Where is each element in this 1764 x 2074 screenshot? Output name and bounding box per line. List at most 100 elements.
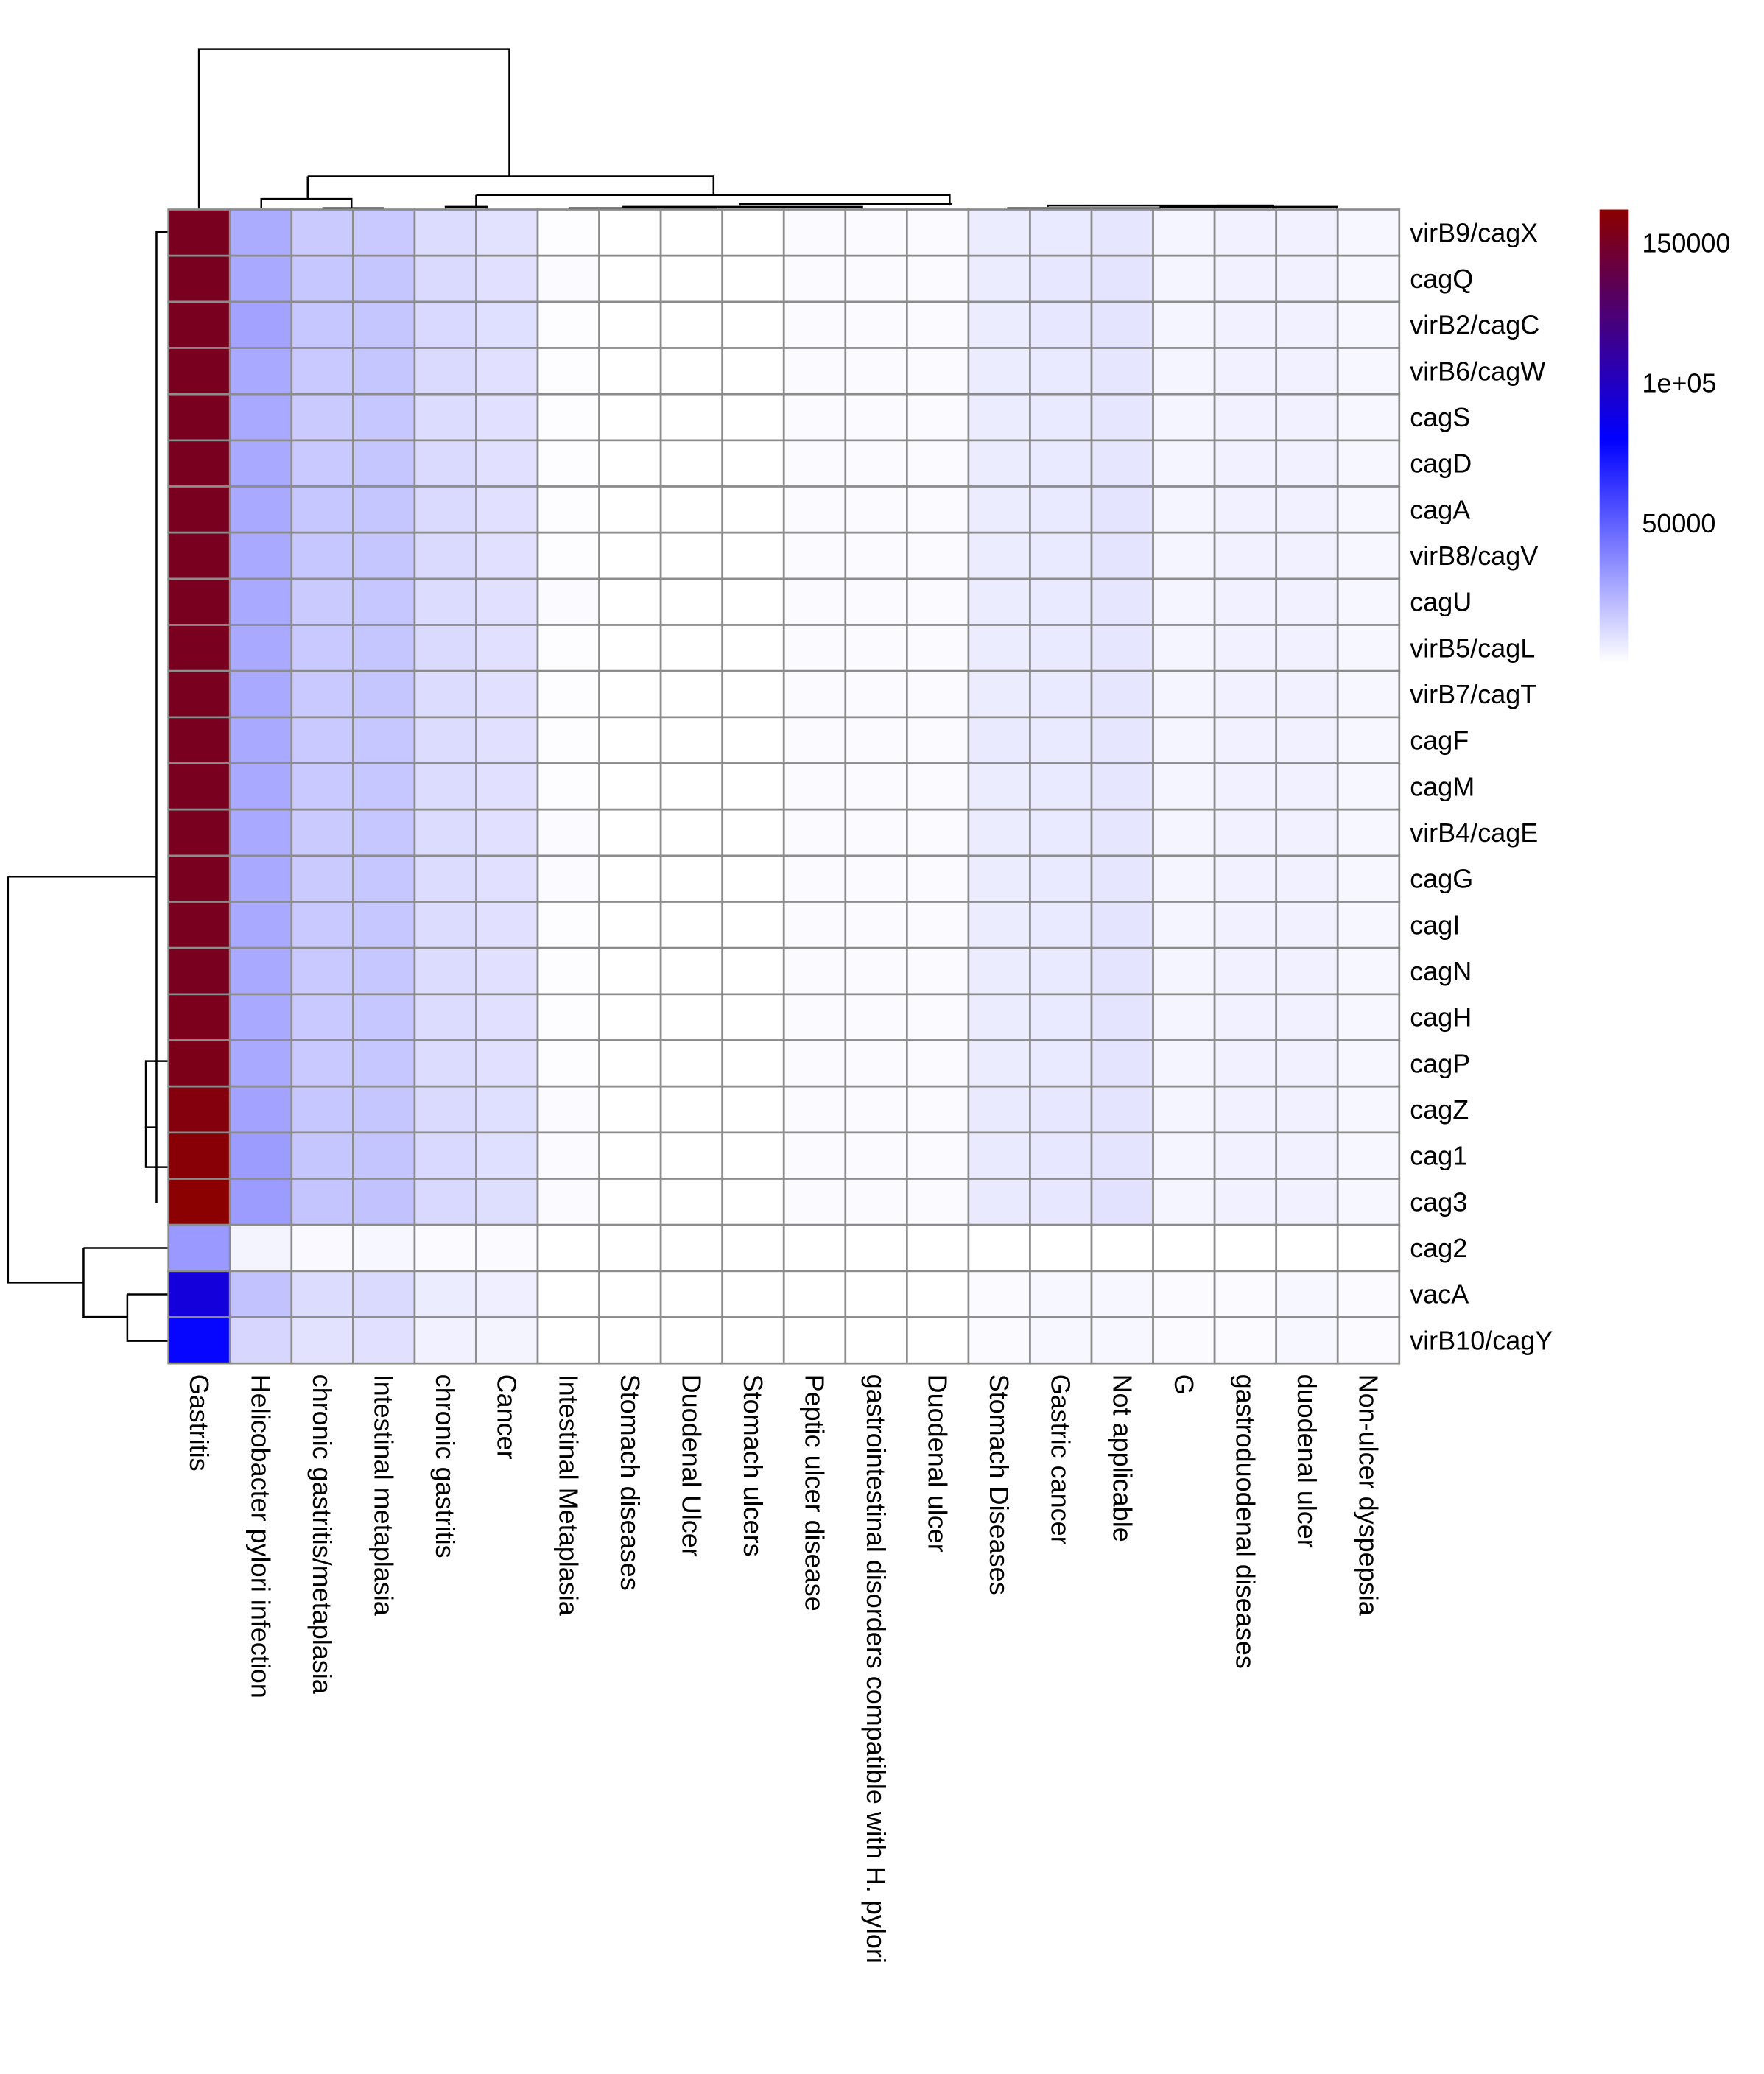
heatmap-cell	[967, 1039, 1031, 1088]
heatmap-cell	[659, 993, 724, 1041]
heatmap-cell	[1275, 1270, 1339, 1318]
heatmap-cell	[659, 1223, 724, 1273]
heatmap-cell	[844, 300, 908, 349]
heatmap-cell	[844, 1223, 908, 1273]
heatmap-cell	[598, 762, 662, 811]
heatmap-cell	[782, 439, 847, 488]
heatmap-cell	[1090, 624, 1154, 672]
heatmap-cell	[906, 854, 970, 903]
heatmap-cell	[1275, 1316, 1339, 1365]
heatmap-cell	[844, 531, 908, 580]
heatmap-cell	[475, 1039, 539, 1088]
row-label: cag1	[1410, 1141, 1467, 1171]
heatmap-cell	[1090, 393, 1154, 442]
heatmap-cell	[413, 1178, 477, 1226]
heatmap-cell	[659, 347, 724, 396]
heatmap-cell	[290, 624, 354, 672]
heatmap-cell	[721, 1178, 785, 1226]
heatmap-cell	[1213, 716, 1278, 764]
heatmap-cell	[1275, 1039, 1339, 1088]
heatmap-cell	[413, 1039, 477, 1088]
heatmap-cell	[721, 716, 785, 764]
heatmap-cell	[967, 208, 1031, 257]
heatmap-cell	[413, 485, 477, 534]
heatmap-cell	[290, 854, 354, 903]
heatmap-cell	[1213, 485, 1278, 534]
heatmap-cell	[1152, 439, 1216, 488]
heatmap-cell	[1213, 946, 1278, 996]
heatmap-cell	[598, 1039, 662, 1088]
heatmap-cell	[598, 669, 662, 719]
heatmap-cell	[1152, 901, 1216, 949]
heatmap-cell	[1213, 1270, 1278, 1318]
heatmap-cell	[782, 1316, 847, 1365]
row-label: cagD	[1410, 449, 1472, 479]
heatmap-cell	[228, 669, 293, 719]
heatmap-cell	[1029, 901, 1093, 949]
heatmap-cell	[598, 808, 662, 857]
heatmap-cell	[1213, 854, 1278, 903]
column-label: Helicobacter pylori infection	[246, 1374, 276, 1698]
heatmap-cell	[413, 300, 477, 349]
row-label: cagI	[1410, 910, 1460, 940]
heatmap-cell	[659, 531, 724, 580]
heatmap-cell	[782, 208, 847, 257]
heatmap-cell	[721, 300, 785, 349]
heatmap-cell	[967, 1223, 1031, 1273]
column-label: Duodenal Ulcer	[676, 1374, 706, 1557]
heatmap-cell	[536, 1039, 600, 1088]
heatmap-cell	[1213, 1039, 1278, 1088]
heatmap-cell	[413, 531, 477, 580]
heatmap-cell	[352, 1316, 416, 1365]
heatmap-cell	[659, 946, 724, 996]
heatmap-cell	[906, 1039, 970, 1088]
heatmap-cell	[659, 1131, 724, 1180]
heatmap-cell	[1275, 254, 1339, 303]
heatmap-cell	[1336, 393, 1401, 442]
heatmap-cell	[1213, 393, 1278, 442]
heatmap-cell	[721, 669, 785, 719]
heatmap-cell	[967, 762, 1031, 811]
heatmap-cell	[1152, 393, 1216, 442]
dendrogram-branch	[622, 205, 863, 210]
row-label: virB5/cagL	[1410, 633, 1535, 663]
heatmap-cell	[721, 854, 785, 903]
heatmap-cell	[536, 624, 600, 672]
heatmap-cell	[659, 854, 724, 903]
heatmap-cell	[536, 669, 600, 719]
heatmap-cell	[1029, 1223, 1093, 1273]
heatmap-cell	[659, 1316, 724, 1365]
heatmap-cell	[659, 485, 724, 534]
heatmap-cell	[844, 993, 908, 1041]
row-label: cagU	[1410, 587, 1472, 617]
heatmap-cell	[782, 1085, 847, 1134]
heatmap-cell	[352, 808, 416, 857]
column-label: Intestinal Metaplasia	[553, 1374, 583, 1617]
heatmap-cell	[1275, 208, 1339, 257]
heatmap-cell	[475, 1270, 539, 1318]
heatmap-cell	[352, 393, 416, 442]
heatmap-cell	[1275, 347, 1339, 396]
heatmap-cell	[1090, 1316, 1154, 1365]
heatmap-cell	[1029, 485, 1093, 534]
heatmap-cell	[1152, 1131, 1216, 1180]
heatmap-cell	[413, 347, 477, 396]
row-label: cag3	[1410, 1187, 1467, 1217]
heatmap-cell	[844, 1039, 908, 1088]
heatmap-cell	[659, 808, 724, 857]
heatmap-cell	[906, 254, 970, 303]
heatmap-cell	[536, 1131, 600, 1180]
heatmap-cell	[475, 1085, 539, 1134]
heatmap-cell	[167, 531, 231, 580]
heatmap-cell	[598, 254, 662, 303]
heatmap-cell	[906, 1270, 970, 1318]
column-label: Duodenal ulcer	[923, 1374, 953, 1553]
heatmap-cell	[413, 716, 477, 764]
dendrogram-branch	[7, 876, 84, 1284]
heatmap-cell	[228, 946, 293, 996]
dendrogram-branch	[155, 231, 169, 1203]
heatmap-cell	[1090, 485, 1154, 534]
heatmap-cell	[1213, 1223, 1278, 1273]
heatmap-cell	[967, 485, 1031, 534]
heatmap-cell	[1090, 531, 1154, 580]
